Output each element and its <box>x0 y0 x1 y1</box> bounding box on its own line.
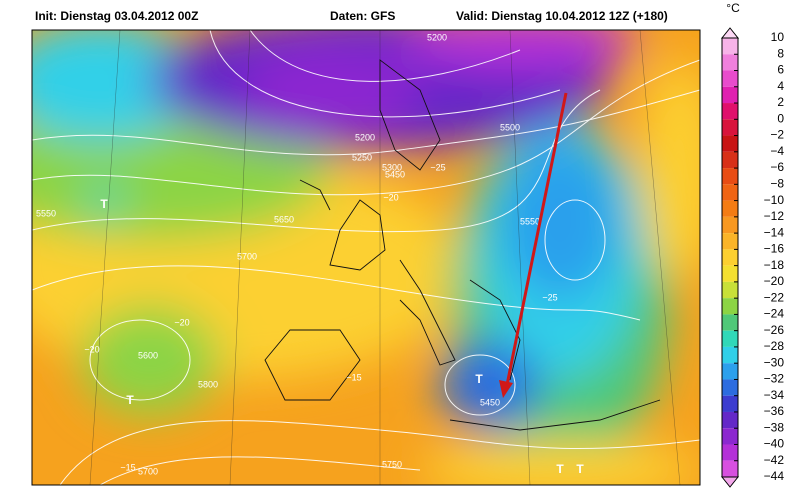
colorbar-bin <box>722 119 738 136</box>
colorbar-label: 0 <box>777 111 784 125</box>
colorbar-label: −38 <box>764 420 785 434</box>
colorbar-bin <box>722 103 738 120</box>
colorbar-bin <box>722 395 738 412</box>
colorbar-label: 10 <box>771 30 785 44</box>
colorbar-label: −40 <box>764 437 785 451</box>
colorbar-bin <box>722 281 738 299</box>
isohypses <box>32 30 700 485</box>
colorbar: °C 10 8 6 4 2 0 −2 −4 −6 −8 −10 −12 −14 −16 −18 −20 −22 −… <box>720 1 785 488</box>
colorbar-label: −12 <box>764 209 785 223</box>
colorbar-label: 8 <box>777 46 784 60</box>
colorbar-label: −34 <box>764 388 785 402</box>
valid-time: Valid: Dienstag 10.04.2012 12Z (+180) <box>456 9 668 23</box>
map: 5200520052505300545055005550565057005600… <box>32 30 700 485</box>
colorbar-bin <box>722 233 738 250</box>
colorbar-label: 4 <box>777 79 784 93</box>
contour-label: 5250 <box>352 152 372 162</box>
colorbar-label: −6 <box>770 160 784 174</box>
contour-label: −20 <box>383 192 398 202</box>
contour-label: 5450 <box>480 397 500 407</box>
colorbar-bin <box>722 265 738 282</box>
contour-label: 5550 <box>36 208 56 218</box>
colorbar-label: −4 <box>770 144 784 158</box>
map-frame <box>31 29 701 486</box>
colorbar-bin <box>722 460 738 477</box>
pressure-center: T <box>556 462 564 476</box>
colorbar-bin <box>722 379 738 396</box>
colorbar-end <box>720 27 740 39</box>
colorbar-bin <box>722 298 738 315</box>
colorbar-label: −44 <box>764 469 785 483</box>
colorbar-label: −8 <box>770 177 784 191</box>
contour-label: 5700 <box>237 251 257 261</box>
pressure-center: T <box>100 197 108 211</box>
data-source: Daten: GFS <box>330 9 395 23</box>
colorbar-bin <box>722 200 738 217</box>
contour-label: −20 <box>84 344 99 354</box>
colorbar-label: −22 <box>764 290 785 304</box>
colorbar-label: −30 <box>764 355 785 369</box>
colorbar-label: −20 <box>764 274 785 288</box>
colorbar-bin <box>722 444 738 461</box>
colorbar-bin <box>722 168 738 185</box>
colorbar-end <box>720 476 740 488</box>
colorbar-bin <box>722 151 738 169</box>
contour-label: 5300 <box>382 162 402 172</box>
colorbar-bin <box>722 314 738 331</box>
colorbar-bin <box>722 428 738 445</box>
contour-label: 5800 <box>198 379 218 389</box>
contour-label: 5700 <box>138 466 158 476</box>
colorbar-label: −24 <box>764 307 785 321</box>
contour-label: 5500 <box>500 122 520 132</box>
colorbar-label: −14 <box>764 225 785 239</box>
contour-label: −20 <box>174 317 189 327</box>
annotation-arrow <box>499 92 568 398</box>
colorbar-label: −2 <box>770 128 784 142</box>
colorbar-label: −36 <box>764 404 785 418</box>
contour-labels: 5200520052505300545055005550565057005600… <box>36 32 584 476</box>
colorbar-label: −42 <box>764 453 785 467</box>
colorbar-label: −10 <box>764 193 785 207</box>
colorbar-label: −16 <box>764 242 785 256</box>
pressure-center: T <box>126 393 134 407</box>
colorbar-bin <box>722 54 738 71</box>
colorbar-bin <box>722 411 738 429</box>
colorbar-bin <box>722 363 738 380</box>
colorbar-bin <box>722 38 738 55</box>
contour-label: −15 <box>120 462 135 472</box>
contour-label: 5450 <box>385 169 405 179</box>
contour-label: 5200 <box>355 132 375 142</box>
pressure-center: T <box>576 462 584 476</box>
contour-label: 5550 <box>520 216 540 226</box>
colorbar-frame <box>721 37 739 478</box>
colorbar-unit: °C <box>726 1 740 15</box>
colorbar-bin <box>722 86 738 104</box>
colorbar-bin <box>722 135 738 152</box>
colorbar-bin <box>722 346 738 364</box>
colorbar-bin <box>722 330 738 347</box>
colorbar-label: 6 <box>777 63 784 77</box>
colorbar-label: −18 <box>764 258 785 272</box>
contour-label: −15 <box>346 372 361 382</box>
colorbar-label: −32 <box>764 372 785 386</box>
colorbar-bin <box>722 184 738 201</box>
contour-label: −25 <box>430 162 445 172</box>
contour-label: 5600 <box>138 350 158 360</box>
colorbar-label: −28 <box>764 339 785 353</box>
colorbar-bin <box>722 249 738 266</box>
contour-label: 5200 <box>427 32 447 42</box>
colorbar-label: 2 <box>777 95 784 109</box>
graticule <box>89 30 681 485</box>
colorbar-bin <box>722 70 738 87</box>
colorbar-label: −26 <box>764 323 785 337</box>
contour-label: −25 <box>542 292 557 302</box>
contour-label: 5750 <box>382 459 402 469</box>
init-time: Init: Dienstag 03.04.2012 00Z <box>35 9 198 23</box>
pressure-center: T <box>475 372 483 386</box>
contour-label: 5650 <box>274 214 294 224</box>
colorbar-bin <box>722 216 738 234</box>
